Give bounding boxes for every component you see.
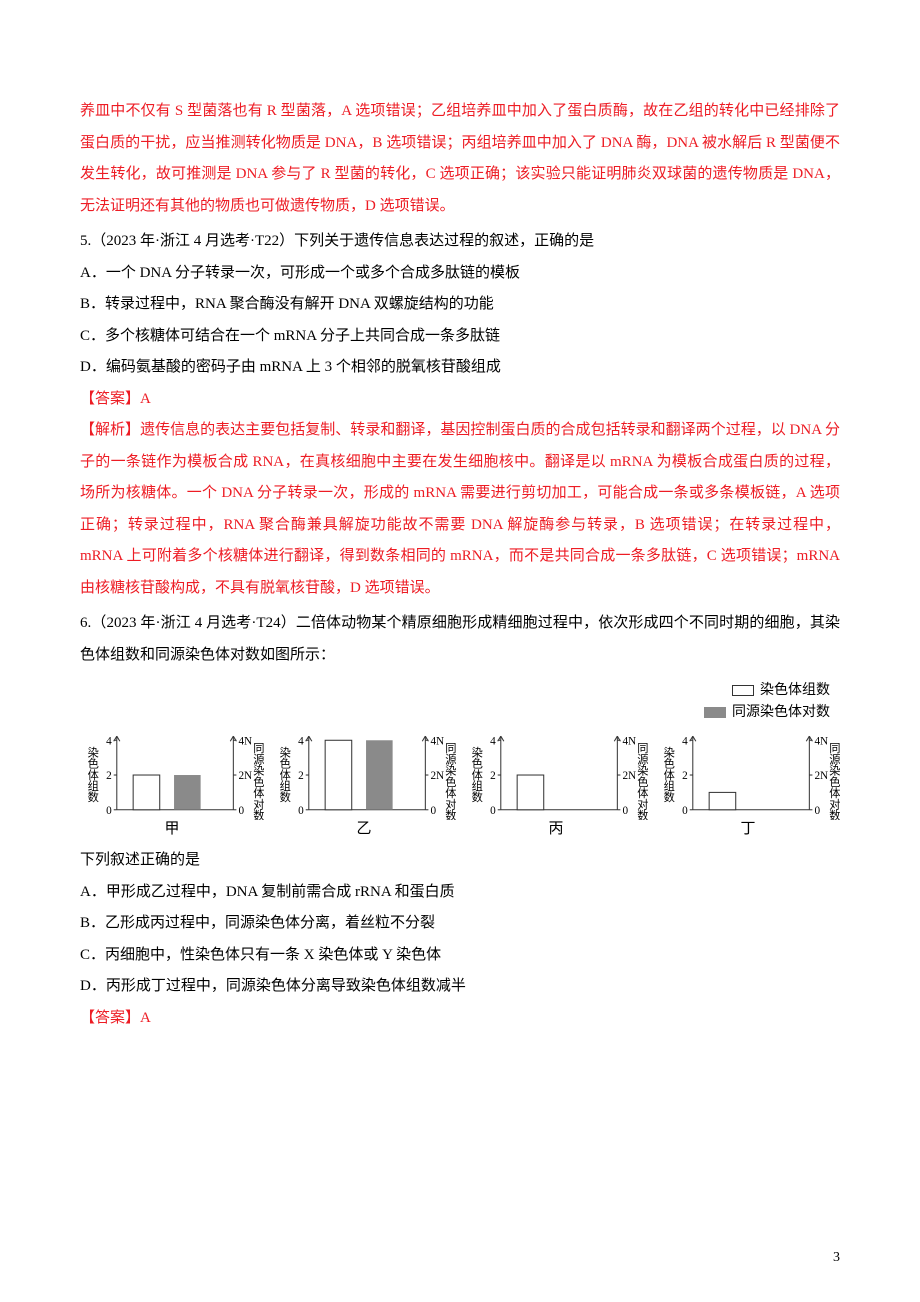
svg-text:2: 2 [490,770,496,782]
legend-label-fill: 同源染色体对数 [732,703,830,723]
chart-panel-label: 丙 [548,822,563,837]
chart-panel-label: 甲 [164,822,179,837]
svg-text:0: 0 [682,805,688,817]
chart-svg: 0 2 4 0 2N 4N 染色体组数 同源染色体对数 [272,728,456,820]
svg-text:同源染色体对数: 同源染色体对数 [444,742,456,820]
chart-svg: 0 2 4 0 2N 4N 染色体组数 同源染色体对数 [464,728,648,820]
svg-text:同源染色体对数: 同源染色体对数 [252,742,264,820]
svg-text:2: 2 [106,770,112,782]
legend-label-open: 染色体组数 [760,681,830,701]
chart-svg: 0 2 4 0 2N 4N 染色体组数 同源染色体对数 [80,728,264,820]
page-number: 3 [833,1243,840,1272]
charts-row: 0 2 4 0 2N 4N 染色体组数 同源染色体对数甲 0 2 4 0 2N 4N 染色体组数 同源染色体对… [80,728,840,837]
q6-opt-c: C．丙细胞中，性染色体只有一条 X 染色体或 Y 染色体 [80,940,840,972]
q6-opt-a: A．甲形成乙过程中，DNA 复制前需合成 rRNA 和蛋白质 [80,877,840,909]
svg-text:同源染色体对数: 同源染色体对数 [828,742,840,820]
legend-swatch-open [732,685,754,696]
q6-post-chart: 下列叙述正确的是 [80,845,840,877]
svg-text:0: 0 [622,805,628,817]
q5-stem: 5.（2023 年·浙江 4 月选考·T22）下列关于遗传信息表达过程的叙述，正… [80,226,840,258]
page-root: 养皿中不仅有 S 型菌落也有 R 型菌落，A 选项错误；乙组培养皿中加入了蛋白质… [0,0,920,1302]
legend-row-open: 染色体组数 [80,681,830,701]
chart-panel-label: 丁 [740,822,755,837]
legend-row-fill: 同源染色体对数 [80,703,830,723]
q5-opt-c: C．多个核糖体可结合在一个 mRNA 分子上共同合成一条多肽链 [80,321,840,353]
svg-text:2N: 2N [814,770,828,782]
svg-text:染色体组数: 染色体组数 [470,745,483,803]
q5-opt-d: D．编码氨基酸的密码子由 mRNA 上 3 个相邻的脱氧核苷酸组成 [80,352,840,384]
svg-text:2: 2 [298,770,304,782]
svg-text:2: 2 [682,770,688,782]
svg-text:4: 4 [490,736,496,748]
svg-text:染色体组数: 染色体组数 [278,745,291,803]
q6-opt-b: B．乙形成丙过程中，同源染色体分离，着丝粒不分裂 [80,908,840,940]
q6-opt-d: D．丙形成丁过程中，同源染色体分离导致染色体组数减半 [80,971,840,1003]
svg-text:0: 0 [298,805,304,817]
chart-panel: 0 2 4 0 2N 4N 染色体组数 同源染色体对数丁 [656,728,840,837]
chart-legend: 染色体组数 同源染色体对数 [80,681,840,722]
svg-text:0: 0 [430,805,436,817]
svg-text:0: 0 [106,805,112,817]
legend-swatch-fill [704,707,726,718]
chart-panel: 0 2 4 0 2N 4N 染色体组数 同源染色体对数甲 [80,728,264,837]
q5-opt-a: A．一个 DNA 分子转录一次，可形成一个或多个合成多肽链的模板 [80,258,840,290]
chart-block: 染色体组数 同源染色体对数 02402N4N染色体组数同源染色体对数甲02402… [80,681,840,837]
svg-text:4: 4 [106,736,112,748]
svg-text:4N: 4N [622,736,636,748]
svg-text:4: 4 [298,736,304,748]
q6-answer: 【答案】A [80,1003,840,1035]
svg-text:4N: 4N [430,736,444,748]
q6-stem: 6.（2023 年·浙江 4 月选考·T24）二倍体动物某个精原细胞形成精细胞过… [80,608,840,671]
prev-answer-tail: 养皿中不仅有 S 型菌落也有 R 型菌落，A 选项错误；乙组培养皿中加入了蛋白质… [80,96,840,222]
svg-text:染色体组数: 染色体组数 [86,745,99,803]
svg-text:2N: 2N [430,770,444,782]
q5-opt-b: B．转录过程中，RNA 聚合酶没有解开 DNA 双螺旋结构的功能 [80,289,840,321]
svg-text:染色体组数: 染色体组数 [662,745,675,803]
svg-text:2N: 2N [622,770,636,782]
chart-panel-label: 乙 [356,822,371,837]
q5-explain: 【解析】遗传信息的表达主要包括复制、转录和翻译，基因控制蛋白质的合成包括转录和翻… [80,415,840,604]
svg-text:0: 0 [814,805,820,817]
svg-text:2N: 2N [238,770,252,782]
svg-text:4N: 4N [814,736,828,748]
svg-text:4: 4 [682,736,688,748]
chart-panel: 0 2 4 0 2N 4N 染色体组数 同源染色体对数乙 [272,728,456,837]
svg-text:0: 0 [490,805,496,817]
svg-text:同源染色体对数: 同源染色体对数 [636,742,648,820]
svg-text:0: 0 [238,805,244,817]
q5-answer: 【答案】A [80,384,840,416]
chart-svg: 0 2 4 0 2N 4N 染色体组数 同源染色体对数 [656,728,840,820]
chart-panel: 0 2 4 0 2N 4N 染色体组数 同源染色体对数丙 [464,728,648,837]
svg-text:4N: 4N [238,736,252,748]
